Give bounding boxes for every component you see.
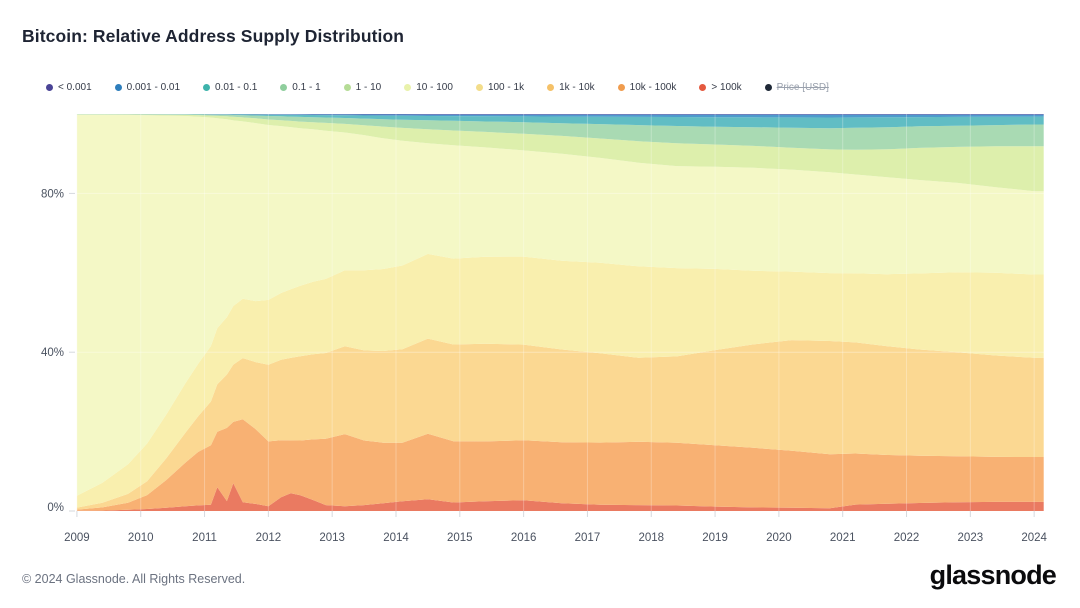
legend-item-100k[interactable]: > 100k [699,82,742,93]
chart-canvas[interactable]: 2009 2010 2011 2012 2013 2014 2015 2016 2017 2018… [0,100,1080,550]
x-tick-label: 2015 [447,532,473,544]
series-area-100-1k[interactable] [76,253,1044,508]
legend-label: 1k - 10k [559,82,595,93]
stacked-area-chart[interactable]: 2009 2010 2011 2012 2013 2014 2015 2016 2017 2018… [0,100,1080,550]
x-tick-label: 2016 [511,532,537,544]
chart-legend: < 0.001 0.001 - 0.01 0.01 - 0.1 0.1 - 1 1 - … [46,82,829,93]
copyright-text: © 2024 Glassnode. All Rights Reserved. [22,572,246,586]
x-tick-label: 2024 [1021,532,1047,544]
legend-dot-0-01-0-1 [203,84,211,91]
y-tick-label: 40% [41,347,64,359]
series-area-10-100[interactable] [76,114,1044,496]
legend-dot-100-1k [475,84,483,91]
legend-dot-10k-100k [617,84,625,91]
series-area-0-1-1[interactable] [76,114,1044,150]
legend-dot-1k-10k [547,84,555,91]
legend-label: 10k - 100k [629,82,677,93]
series-area-0-001[interactable] [76,114,1044,115]
series-area-1k-10k[interactable] [76,338,1044,510]
x-tick-label: 2018 [638,532,664,544]
legend-dot-10-100 [404,84,412,91]
chart-title: Bitcoin: Relative Address Supply Distrib… [22,26,405,46]
x-tick-label: 2010 [128,532,154,544]
x-tick-label: 2009 [64,532,90,544]
x-tick-label: 2014 [383,532,409,544]
legend-label: 0.001 - 0.01 [126,82,181,93]
x-tick-label: 2020 [766,532,792,544]
x-tick-label: 2017 [575,532,601,544]
legend-item-0-01-0-1[interactable]: 0.01 - 0.1 [203,82,257,93]
series-area-100k[interactable] [76,483,1044,511]
legend-item-0-001-0-01[interactable]: 0.001 - 0.01 [114,82,181,93]
legend-item-price-usd[interactable]: Price [USD] [764,82,829,93]
x-tick-label: 2019 [702,532,728,544]
legend-item-10-100[interactable]: 10 - 100 [404,82,453,93]
legend-item-100-1k[interactable]: 100 - 1k [475,82,525,93]
legend-item-10k-100k[interactable]: 10k - 100k [617,82,677,93]
x-tick-label: 2011 [192,532,217,544]
x-tick-label: 2021 [830,532,856,544]
legend-item-0-1-1[interactable]: 0.1 - 1 [280,82,321,93]
legend-label: 0.1 - 1 [292,82,321,93]
series-area-0-001-0-01[interactable] [76,114,1044,118]
y-tick-label: 80% [41,188,64,200]
x-tick-label: 2023 [958,532,984,544]
series-area-1-10[interactable] [76,114,1044,192]
legend-label: < 0.001 [58,82,92,93]
series-area-10k-100k[interactable] [76,419,1044,511]
series-area-0-01-0-1[interactable] [76,114,1044,129]
glassnode-logo: glassnode [929,560,1057,590]
legend-dot-0-001 [46,84,53,91]
legend-label: > 100k [711,82,742,93]
x-tick-label: 2012 [256,532,282,544]
legend-label: 10 - 100 [416,82,453,93]
x-tick-label: 2013 [319,532,345,544]
x-tick-label: 2022 [894,532,920,544]
legend-dot-1-10 [343,84,351,91]
legend-label: 0.01 - 0.1 [215,82,258,93]
legend-dot-0-001-0-01 [114,84,122,91]
legend-item-1-10[interactable]: 1 - 10 [343,82,382,93]
legend-label: Price [USD] [776,82,829,93]
y-tick-label: 0% [47,502,64,514]
legend-item-1k-10k[interactable]: 1k - 10k [547,82,595,93]
legend-dot-0-1-1 [280,84,288,91]
legend-label: 1 - 10 [355,82,382,93]
legend-label: 100 - 1k [487,82,525,93]
legend-item-0-001[interactable]: < 0.001 [46,82,92,93]
legend-dot-price-usd [764,84,772,91]
legend-dot-100k [699,84,707,91]
